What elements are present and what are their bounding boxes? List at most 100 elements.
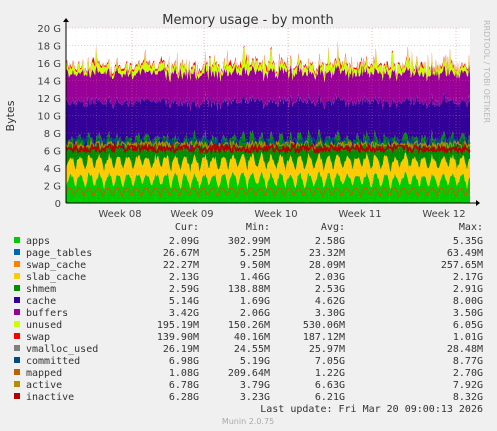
legend-value-buffers: 3.42G [169,308,199,319]
legend-value-unused: 195.19M [157,320,199,331]
legend-value-page_tables: 5.25M [240,248,270,259]
line-mapped [65,187,471,199]
y-tick-label: 16 G [37,59,61,70]
line-inactive [65,141,471,156]
legend-value-swap: 1.01G [453,332,483,343]
legend: Cur: Min: Avg: Max: apps 2.09G 302.99M 2.58G 5.3… [14,222,483,403]
legend-value-swap: 187.12M [303,332,345,343]
legend-column-header: Min: [246,222,270,233]
legend-value-shmem: 2.59G [169,284,199,295]
legend-value-inactive: 6.21G [315,392,345,403]
legend-column-header: Avg: [321,222,345,233]
legend-value-swap_cache: 9.50M [240,260,270,271]
legend-swatch-buffers [14,309,20,315]
legend-name-apps: apps [26,236,50,247]
legend-name-shmem: shmem [26,284,56,295]
legend-value-committed: 5.19G [240,356,270,367]
legend-value-inactive: 3.23G [240,392,270,403]
legend-name-swap_cache: swap_cache [26,260,86,271]
rrdtool-watermark: RRDTOOL / TOBI OETIKER [482,20,491,123]
x-tick-label: Week 12 [422,209,465,220]
legend-swatch-shmem [14,285,20,291]
legend-swatch-inactive [14,393,20,399]
chart-title: Memory usage - by month [162,13,333,28]
legend-swatch-committed [14,357,20,363]
area-unused [66,41,470,83]
x-tick-label: Week 08 [98,209,141,220]
y-axis-label: Bytes [4,100,17,131]
legend-name-slab_cache: slab_cache [26,272,86,283]
y-tick-label: 4 G [44,164,61,175]
legend-value-shmem: 138.88M [228,284,270,295]
legend-value-slab_cache: 1.46G [240,272,270,283]
legend-value-apps: 2.09G [169,236,199,247]
legend-column-header: Max: [459,222,483,233]
axes: 0 2 G 4 G 6 G 8 G 10 G 12 G 14 G 16 G 18 G 20 G Wee… [37,18,480,220]
legend-value-committed: 7.05G [315,356,345,367]
legend-name-unused: unused [26,320,62,331]
y-tick-label: 10 G [37,112,61,123]
munin-footer: Munin 2.0.75 [222,417,274,426]
x-axis-arrow [476,200,480,206]
legend-value-inactive: 6.28G [169,392,199,403]
legend-swatch-vmalloc_used [14,345,20,351]
legend-value-committed: 6.98G [169,356,199,367]
x-tick-label: Week 09 [170,209,213,220]
legend-value-vmalloc_used: 26.19M [163,344,199,355]
legend-name-swap: swap [26,332,50,343]
legend-swatch-active [14,381,20,387]
legend-value-inactive: 8.32G [453,392,483,403]
legend-value-buffers: 3.50G [453,308,483,319]
legend-value-swap: 40.16M [234,332,270,343]
legend-swatch-mapped [14,369,20,375]
y-axis-arrow [63,18,69,22]
legend-value-page_tables: 23.32M [309,248,345,259]
legend-value-cache: 8.00G [453,296,483,307]
legend-value-apps: 5.35G [453,236,483,247]
legend-swatch-slab_cache [14,273,20,279]
legend-column-header: Cur: [175,222,199,233]
legend-name-page_tables: page_tables [26,248,92,259]
legend-value-active: 6.78G [169,380,199,391]
legend-value-unused: 150.26M [228,320,270,331]
legend-value-swap_cache: 22.27M [163,260,199,271]
legend-value-shmem: 2.53G [315,284,345,295]
legend-value-buffers: 2.06G [240,308,270,319]
y-tick-label: 6 G [44,147,61,158]
legend-name-active: active [26,380,62,391]
legend-value-apps: 302.99M [228,236,270,247]
legend-value-swap_cache: 28.09M [309,260,345,271]
y-tick-label: 2 G [44,182,61,193]
legend-value-mapped: 2.70G [453,368,483,379]
legend-value-mapped: 1.22G [315,368,345,379]
line-series [65,135,471,199]
legend-value-active: 7.92G [453,380,483,391]
legend-value-unused: 530.06M [303,320,345,331]
legend-value-shmem: 2.91G [453,284,483,295]
legend-value-page_tables: 63.49M [447,248,483,259]
legend-swatch-swap_cache [14,261,20,267]
legend-value-active: 3.79G [240,380,270,391]
y-tick-label: 12 G [37,94,61,105]
legend-value-vmalloc_used: 24.55M [234,344,270,355]
legend-value-swap: 139.90M [157,332,199,343]
y-tick-label: 20 G [37,24,61,35]
legend-value-page_tables: 26.67M [163,248,199,259]
legend-name-buffers: buffers [26,308,68,319]
legend-value-active: 6.63G [315,380,345,391]
legend-swatch-unused [14,321,20,327]
y-tick-label: 0 [55,199,61,210]
legend-name-mapped: mapped [26,368,62,379]
legend-swatch-swap [14,333,20,339]
legend-value-buffers: 3.30G [315,308,345,319]
legend-value-cache: 1.69G [240,296,270,307]
y-tick-label: 8 G [44,129,61,140]
legend-name-inactive: inactive [26,392,74,403]
legend-value-apps: 2.58G [315,236,345,247]
legend-value-cache: 5.14G [169,296,199,307]
legend-value-committed: 8.77G [453,356,483,367]
legend-value-slab_cache: 2.13G [169,272,199,283]
x-tick-label: Week 10 [254,209,297,220]
legend-swatch-cache [14,297,20,303]
